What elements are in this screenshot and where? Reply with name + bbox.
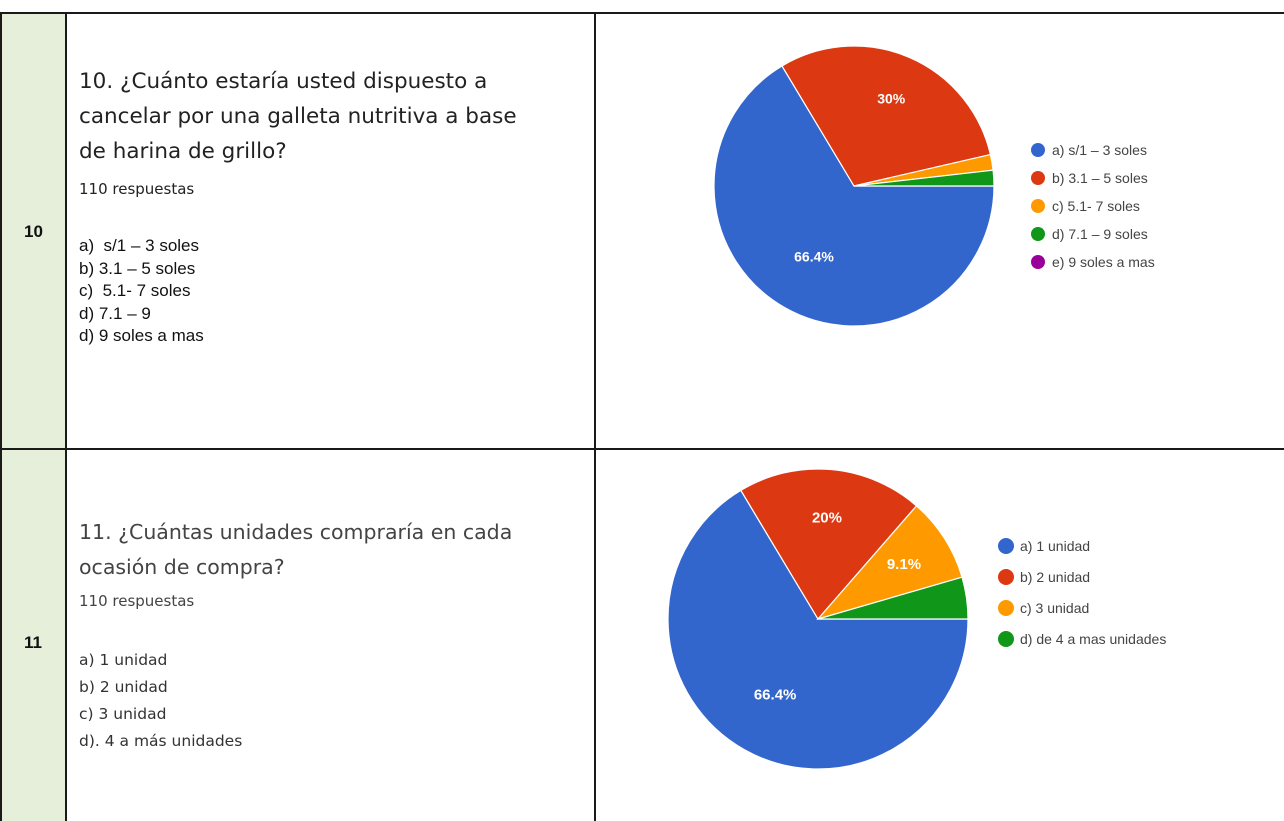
- row-divider: [0, 448, 1284, 450]
- legend-swatch: [1031, 143, 1045, 157]
- legend-swatch: [1031, 171, 1045, 185]
- legend-label: a) 1 unidad: [1020, 538, 1090, 554]
- option-item: b) 3.1 – 5 soles: [79, 258, 196, 278]
- legend-label: c) 5.1- 7 soles: [1052, 198, 1140, 214]
- chart-column-divider: [594, 12, 596, 821]
- response-count: 110 respuestas: [79, 592, 195, 610]
- option-item: a) s/1 – 3 soles: [79, 236, 200, 255]
- option-item: c) 5.1- 7 soles: [79, 281, 191, 300]
- pie-slice: [853, 169, 995, 187]
- legend-label: b) 3.1 – 5 soles: [1052, 170, 1148, 186]
- pie-slice: [740, 468, 918, 621]
- slice-label: 66.4%: [794, 249, 834, 265]
- option-list: a) 1 unidad b) 2 unidad c) 3 unidad d). …: [79, 647, 242, 755]
- pie-chart-units: 66.4% 20% 9.1% a) 1 unidad b) 2 unidad c) 3 u…: [667, 468, 1166, 770]
- slice-label: 30%: [877, 90, 906, 106]
- legend-swatch: [998, 600, 1014, 616]
- legend-label: c) 3 unidad: [1020, 600, 1089, 616]
- slice-label: 20%: [812, 509, 842, 526]
- question-line: de harina de grillo?: [79, 139, 287, 164]
- legend-swatch: [998, 538, 1014, 554]
- legend-swatch: [1031, 199, 1045, 213]
- question-line: 10. ¿Cuánto estaría usted dispuesto a: [79, 69, 488, 94]
- number-column-divider: [65, 12, 67, 821]
- table-left-border: [0, 12, 2, 821]
- option-item: c) 3 unidad: [79, 705, 167, 723]
- option-item: d) 7.1 – 9: [79, 303, 151, 323]
- pie-slice: [713, 65, 995, 327]
- row-number: 11: [24, 633, 42, 652]
- legend-swatch: [1031, 227, 1045, 241]
- question-title: 11. ¿Cuántas unidades compraría en cada …: [79, 515, 589, 585]
- option-list: a) s/1 – 3 soles b) 3.1 – 5 soles c) 5.1…: [79, 235, 204, 348]
- pie-chart-price: 66.4% 30% a) s/1 – 3 soles b) 3.1 – 5 soles…: [713, 45, 1155, 327]
- question-title: 10. ¿Cuánto estaría usted dispuesto a ca…: [79, 64, 579, 169]
- legend-label: d) de 4 a mas unidades: [1020, 631, 1166, 647]
- slice-label: 66.4%: [754, 687, 797, 704]
- question-line: 11. ¿Cuántas unidades compraría en cada: [79, 520, 513, 544]
- legend-label: d) 7.1 – 9 soles: [1052, 226, 1148, 242]
- response-count: 110 respuestas: [79, 180, 195, 198]
- legend-label: a) s/1 – 3 soles: [1052, 142, 1147, 158]
- question-line: ocasión de compra?: [79, 555, 285, 579]
- pie-slice: [816, 505, 963, 621]
- option-item: b) 2 unidad: [79, 678, 168, 696]
- option-item: d). 4 a más unidades: [79, 732, 243, 750]
- question-line: cancelar por una galleta nutritiva a bas…: [79, 104, 517, 129]
- legend-swatch: [998, 631, 1014, 647]
- pie-slice: [817, 576, 969, 620]
- pie-slice: [781, 45, 992, 187]
- row-11-number-cell: [2, 450, 65, 821]
- option-item: a) 1 unidad: [79, 651, 168, 669]
- legend-swatch: [1031, 255, 1045, 269]
- pie-slice: [667, 489, 969, 770]
- legend-swatch: [998, 569, 1014, 585]
- slice-label: 9.1%: [887, 556, 921, 573]
- row-number: 10: [24, 222, 43, 241]
- table-top-border: [0, 12, 1284, 14]
- option-item: d) 9 soles a mas: [79, 326, 204, 345]
- legend-label: b) 2 unidad: [1020, 569, 1090, 585]
- legend-label: e) 9 soles a mas: [1052, 254, 1155, 270]
- row-10-number-cell: [2, 14, 65, 448]
